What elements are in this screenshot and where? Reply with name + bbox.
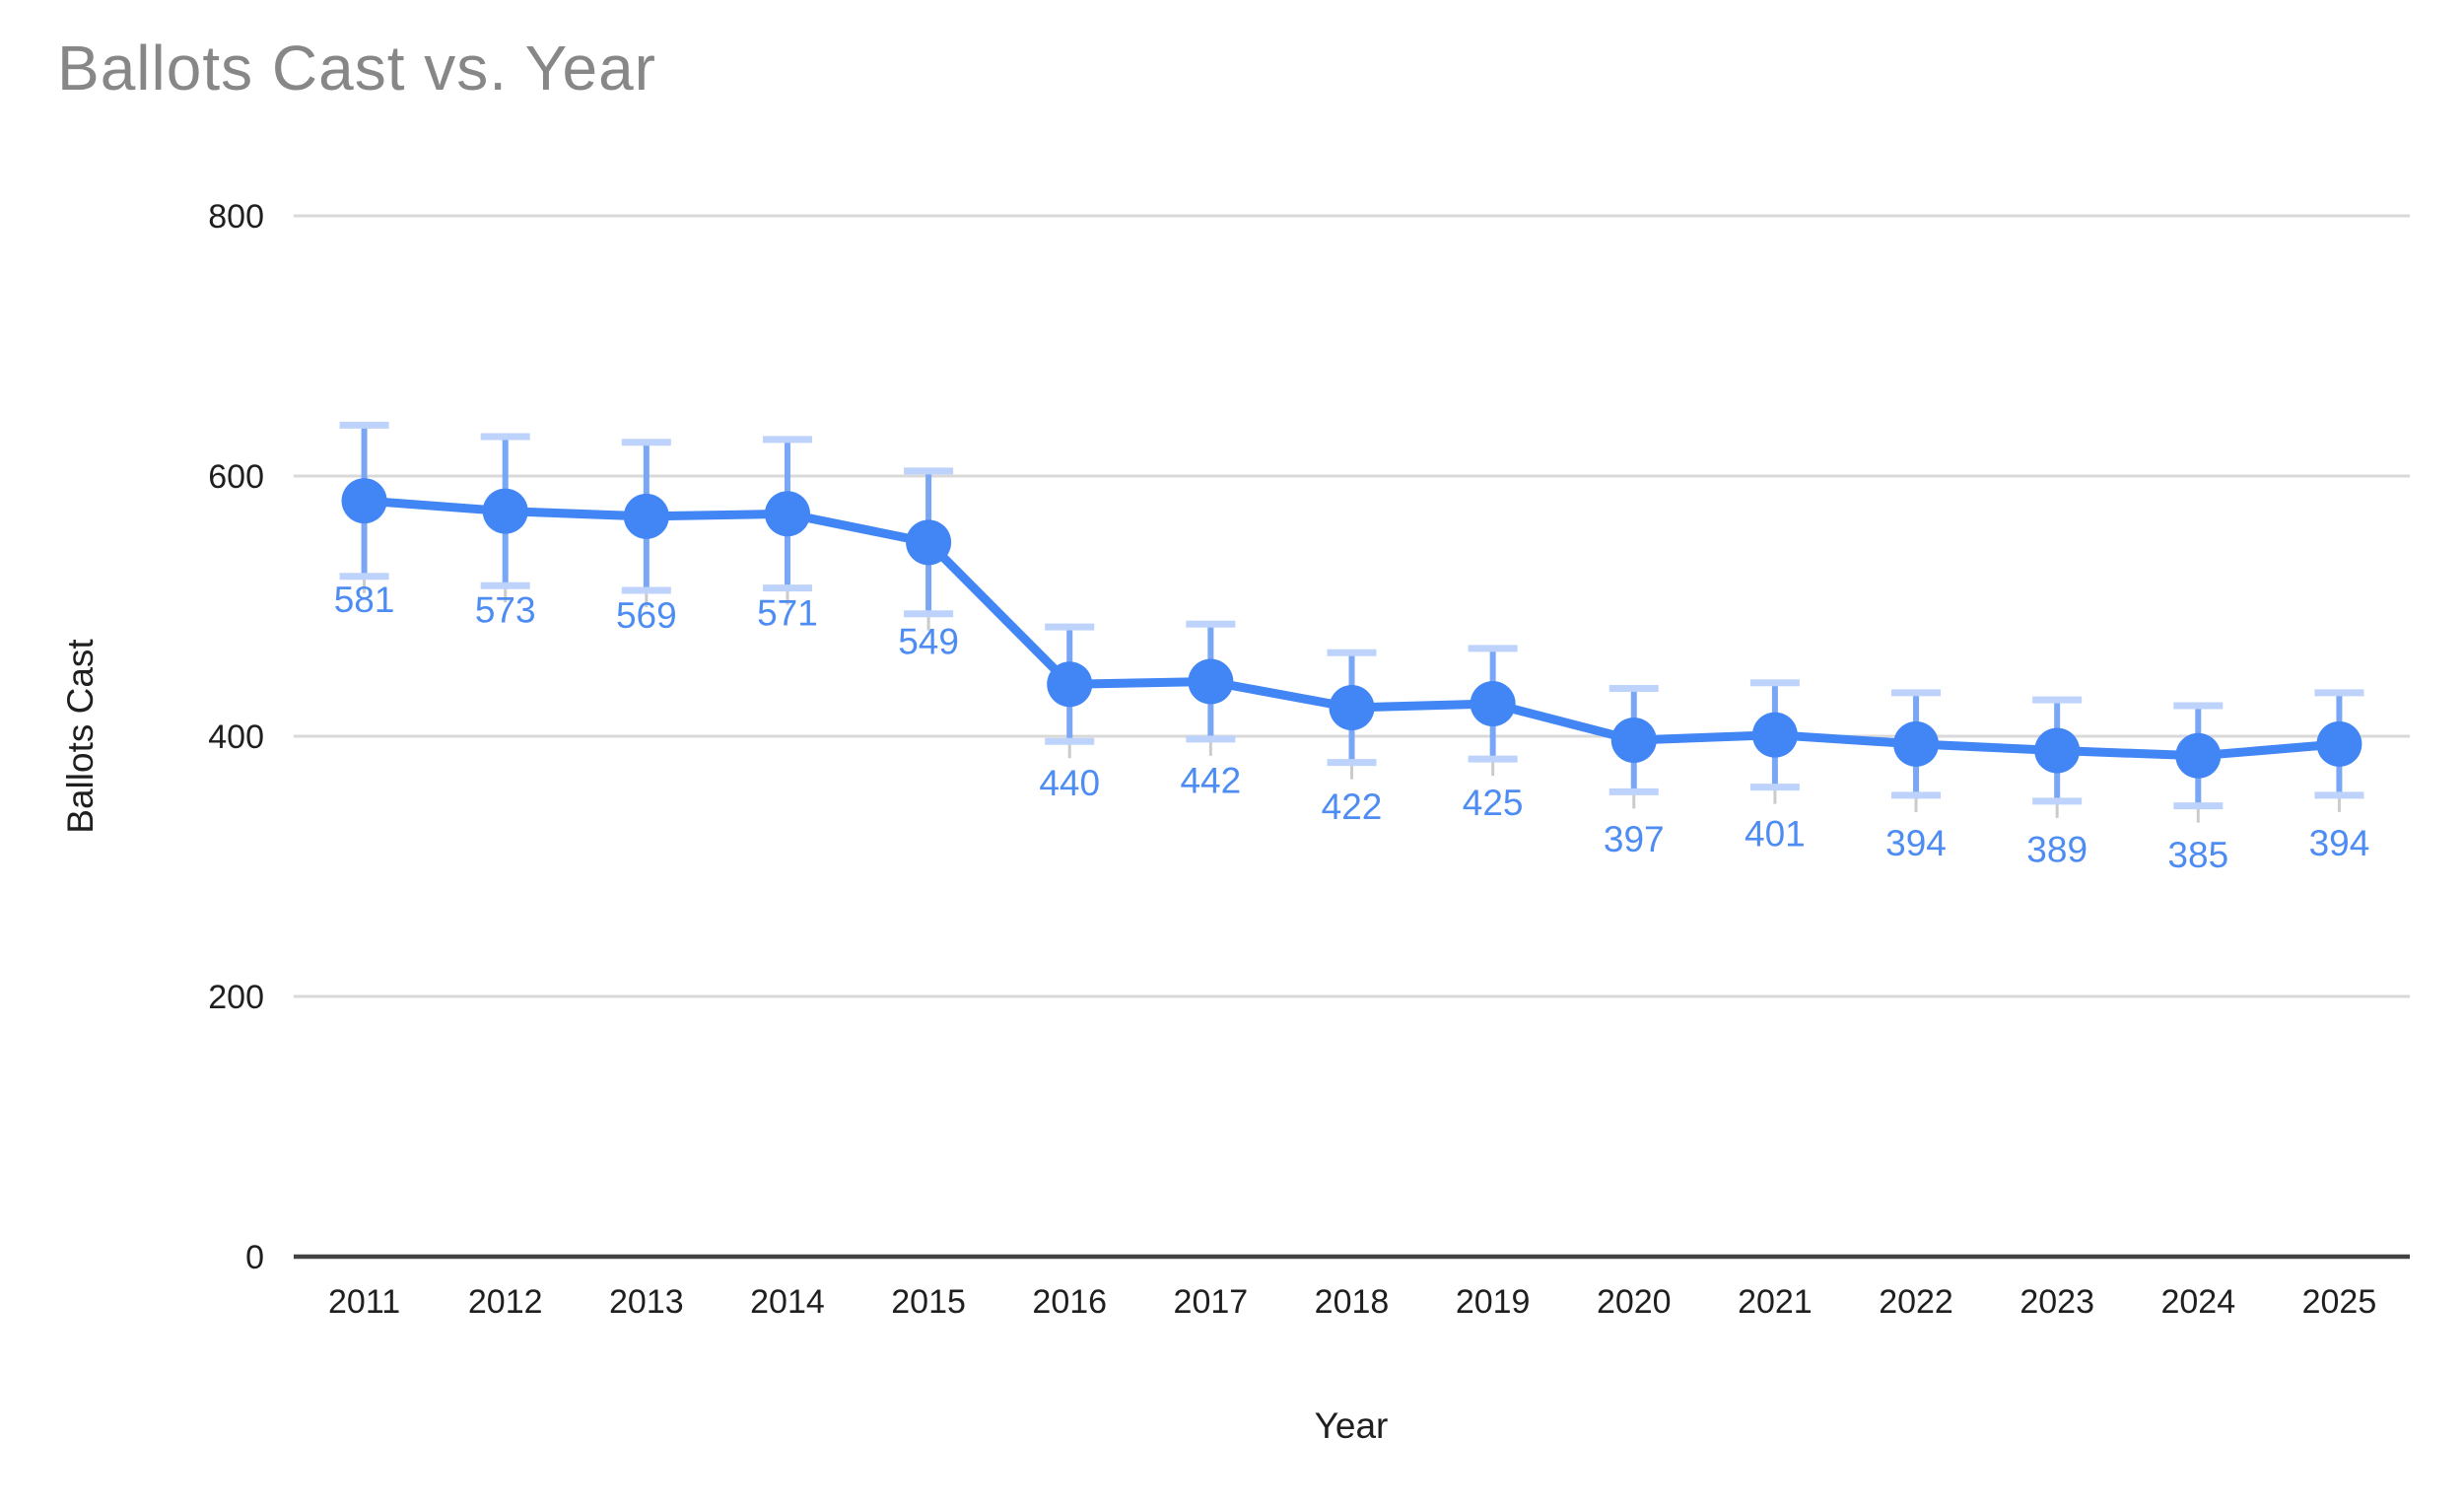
data-point — [1470, 681, 1516, 726]
data-point-label: 573 — [475, 590, 536, 631]
data-point — [764, 491, 810, 537]
data-point — [1610, 717, 1657, 763]
x-tick-label: 2025 — [2302, 1283, 2377, 1321]
data-point — [1329, 684, 1375, 730]
x-tick-label: 2019 — [1456, 1283, 1531, 1321]
data-point-label: 440 — [1039, 763, 1100, 803]
x-tick-label: 2023 — [2019, 1283, 2094, 1321]
x-tick-label: 2016 — [1032, 1283, 1107, 1321]
chart-title: Ballots Cast vs. Year — [57, 33, 656, 103]
x-tick-label: 2018 — [1315, 1283, 1390, 1321]
data-point — [906, 519, 952, 566]
x-axis-title: Year — [1314, 1405, 1389, 1446]
data-point-label: 389 — [2026, 830, 2088, 870]
x-tick-label: 2011 — [328, 1283, 400, 1321]
data-point — [1751, 712, 1798, 758]
data-point — [1188, 658, 1234, 705]
data-point-label: 549 — [898, 621, 959, 661]
x-tick-label: 2024 — [2160, 1283, 2235, 1321]
data-point-label: 397 — [1604, 819, 1665, 859]
data-point — [2316, 720, 2362, 767]
y-tick-label: 800 — [208, 198, 264, 236]
data-point-label: 581 — [334, 580, 395, 620]
data-point-label: 385 — [2167, 835, 2228, 875]
data-point-label: 401 — [1745, 814, 1806, 855]
data-point — [1047, 661, 1093, 708]
x-tick-label: 2014 — [750, 1283, 825, 1321]
y-tick-label: 400 — [208, 718, 264, 756]
y-tick-label: 600 — [208, 458, 264, 496]
x-tick-label: 2015 — [891, 1283, 966, 1321]
x-tick-label: 2021 — [1738, 1283, 1813, 1321]
x-tick-label: 2013 — [609, 1283, 684, 1321]
data-point — [482, 488, 528, 534]
data-point — [2034, 727, 2081, 774]
data-point-label: 425 — [1463, 783, 1524, 823]
data-point-label: 571 — [757, 592, 818, 633]
data-point — [1893, 720, 1940, 767]
data-point-label: 394 — [1885, 823, 1947, 863]
data-point — [2175, 732, 2222, 779]
x-tick-label: 2022 — [1879, 1283, 1953, 1321]
data-point-label: 569 — [616, 595, 677, 636]
x-tick-label: 2012 — [468, 1283, 543, 1321]
y-tick-label: 200 — [208, 979, 264, 1016]
y-tick-label: 0 — [245, 1239, 264, 1276]
x-tick-label: 2017 — [1174, 1283, 1249, 1321]
data-point — [623, 493, 669, 539]
x-tick-label: 2020 — [1597, 1283, 1672, 1321]
data-point-label: 422 — [1322, 787, 1383, 827]
data-point — [341, 478, 387, 524]
data-point-label: 394 — [2309, 823, 2370, 863]
data-point-label: 442 — [1180, 761, 1241, 801]
